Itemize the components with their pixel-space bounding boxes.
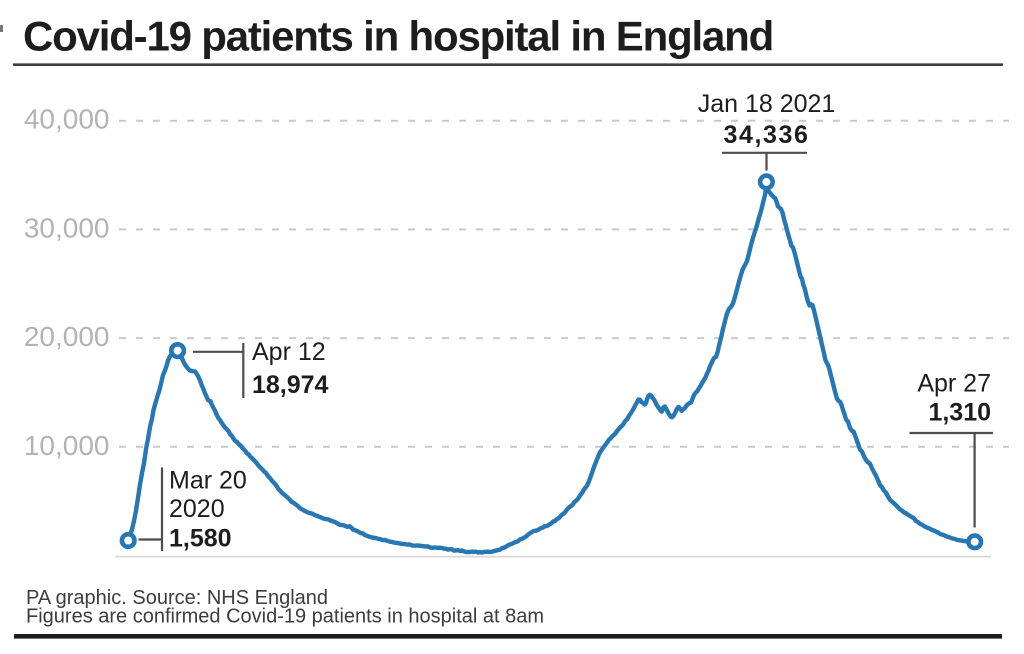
svg-text:40,000: 40,000 [24, 104, 110, 135]
svg-text:Apr 27: Apr 27 [917, 370, 991, 398]
svg-text:Covid-19 patients in hospital: Covid-19 patients in hospital in England [23, 13, 773, 60]
svg-text:Mar 20: Mar 20 [169, 467, 247, 495]
svg-text:20,000: 20,000 [24, 321, 110, 352]
svg-text:30,000: 30,000 [24, 212, 110, 243]
svg-text:34,336: 34,336 [723, 121, 809, 149]
svg-text:10,000: 10,000 [24, 430, 110, 461]
svg-text:Apr 12: Apr 12 [252, 338, 326, 366]
svg-text:Figures are confirmed Covid-19: Figures are confirmed Covid-19 patients … [26, 606, 544, 628]
svg-text:2020: 2020 [169, 495, 225, 523]
svg-text:1,580: 1,580 [169, 525, 232, 553]
svg-text:PA graphic. Source: NHS Englan: PA graphic. Source: NHS England [26, 587, 328, 609]
svg-text:18,974: 18,974 [252, 371, 329, 399]
svg-text:Jan 18 2021: Jan 18 2021 [698, 90, 836, 118]
svg-text:1,310: 1,310 [928, 399, 991, 427]
